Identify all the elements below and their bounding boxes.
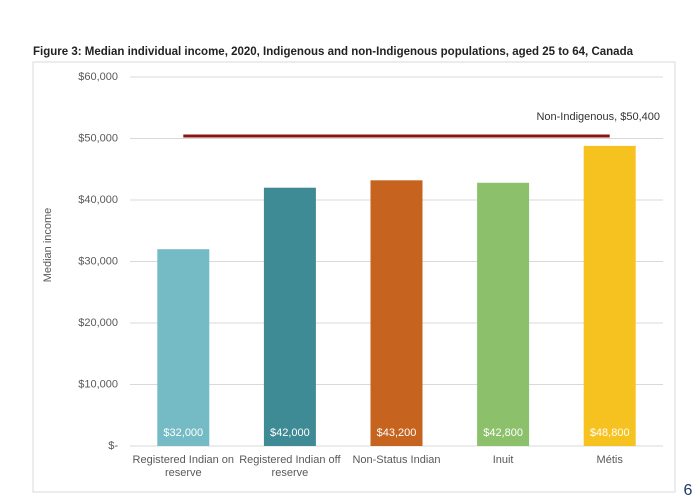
y-axis-label: Median income [42,208,54,283]
y-tick-label: $50,000 [78,132,118,144]
y-tick-label: $- [108,440,118,452]
y-tick-label: $20,000 [78,317,118,329]
bar [263,187,316,446]
value-label: $42,000 [270,427,310,439]
y-tick-label: $60,000 [78,71,118,83]
x-tick-label: Inuit [492,454,514,466]
x-tick-label: Registered Indian on reserve [132,454,235,479]
reference-label: Non-Indigenous, $50,400 [536,111,660,123]
value-label: $48,800 [590,427,630,439]
y-tick-label: $30,000 [78,255,118,267]
bar [583,145,636,446]
page-number: 6 [684,482,693,498]
x-tick-label: Non-Status Indian [352,454,441,466]
value-label: $43,200 [377,427,417,439]
y-tick-label: $40,000 [78,194,118,206]
value-label: $42,800 [483,427,523,439]
bar [477,182,530,446]
chart-title: Figure 3: Median individual income, 2020… [33,46,634,58]
x-tick-label: Métis [596,454,623,466]
y-tick-label: $10,000 [78,378,118,390]
x-tick-label: Registered Indian off reserve [239,454,341,479]
chart-frame [32,61,676,493]
bar [157,249,210,446]
bar [370,180,423,446]
value-label: $32,000 [163,427,203,439]
